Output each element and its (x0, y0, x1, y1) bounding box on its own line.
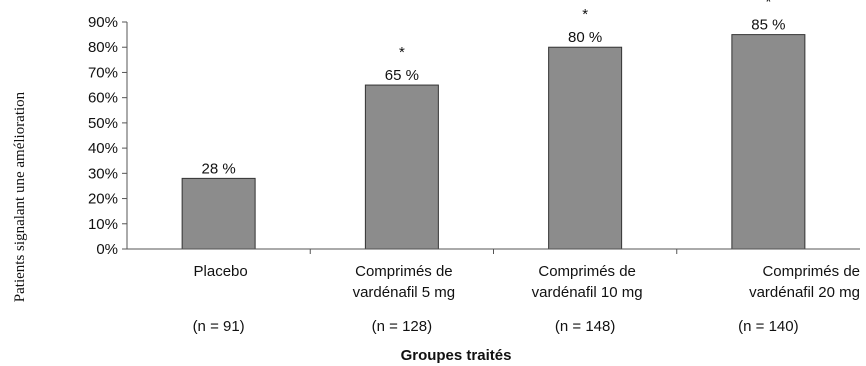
category-label: vardénafil 20 mg (749, 284, 860, 301)
group-size-label: (n = 91) (193, 318, 245, 335)
y-tick-label: 50% (88, 115, 118, 132)
y-tick-label: 70% (88, 64, 118, 81)
category-label: Comprimés de (355, 263, 453, 280)
bar (364, 84, 439, 250)
data-label: 80 % (568, 29, 602, 46)
data-labels: 28 % 65 % * 80 % * 85 % * (202, 0, 786, 177)
y-tick-label: 0% (96, 241, 118, 258)
significance-marker: * (399, 44, 405, 61)
significance-marker: * (582, 6, 588, 23)
data-label: 65 % (385, 67, 419, 84)
x-axis-label: Groupes traités (401, 347, 512, 364)
category-label: vardénafil 5 mg (353, 284, 456, 301)
bars (181, 34, 806, 250)
y-tick-label: 90% (88, 14, 118, 31)
y-axis-ticks: 0% 10% 20% 30% 40% 50% 60% 70% 80% 90% (88, 14, 127, 258)
category-label: Placebo (194, 263, 248, 280)
significance-marker: * (765, 0, 771, 11)
bar (731, 34, 806, 250)
y-axis-label: Patients signalant une amélioration (12, 91, 28, 302)
bar (181, 177, 256, 250)
group-size-label: (n = 128) (372, 318, 432, 335)
category-label: Comprimés de (762, 263, 860, 280)
group-size-label: (n = 148) (555, 318, 615, 335)
y-tick-label: 20% (88, 191, 118, 208)
category-label: Comprimés de (538, 263, 636, 280)
y-tick-label: 80% (88, 39, 118, 56)
y-tick-label: 60% (88, 90, 118, 107)
x-axis-categories: Placebo (n = 91) Comprimés de vardénafil 5 … (193, 249, 860, 335)
y-tick-label: 30% (88, 165, 118, 182)
bar (548, 46, 623, 250)
data-label: 85 % (751, 17, 785, 34)
category-label: vardénafil 10 mg (532, 284, 643, 301)
y-tick-label: 40% (88, 140, 118, 157)
group-size-label: (n = 140) (738, 318, 798, 335)
y-tick-label: 10% (88, 216, 118, 233)
data-label: 28 % (202, 160, 236, 177)
